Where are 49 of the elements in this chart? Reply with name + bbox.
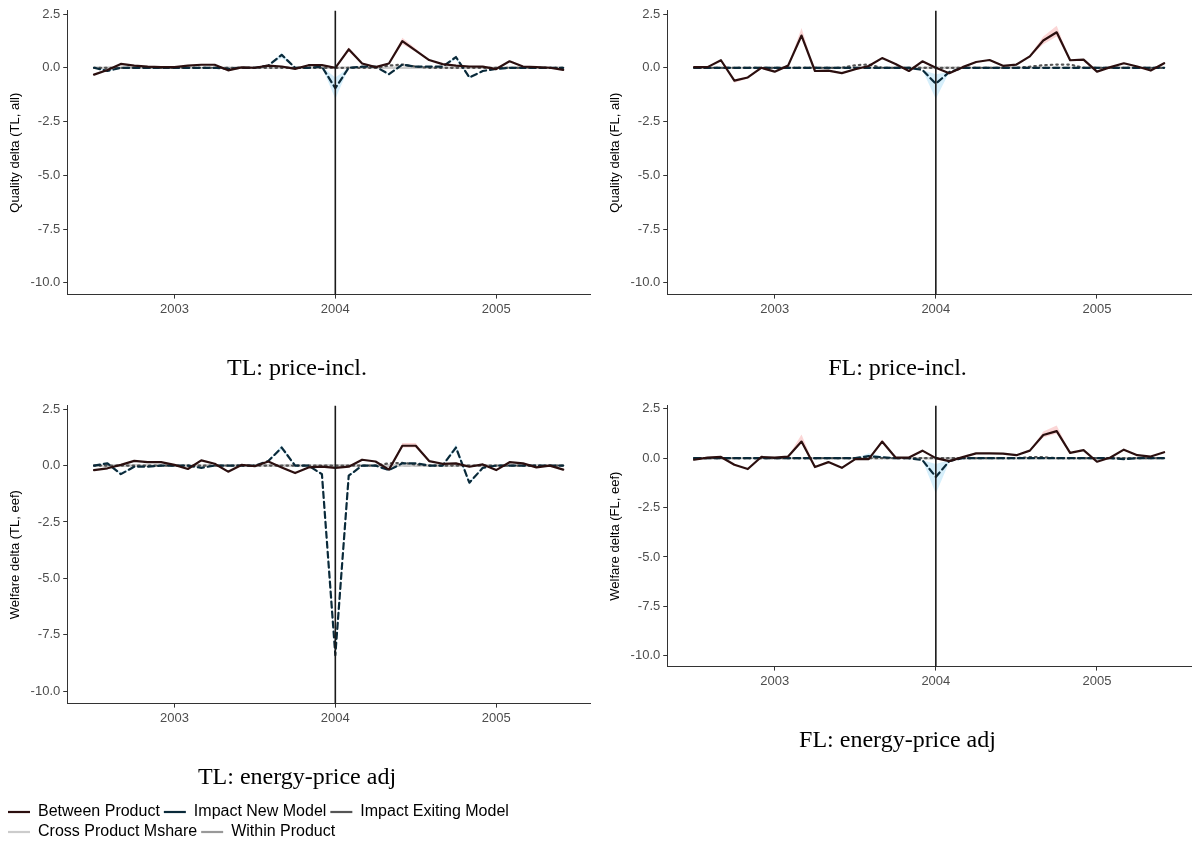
x-tick-label: 2003 — [760, 672, 790, 688]
y-tick-label: -5.0 — [37, 166, 61, 182]
y-tick-label: -7.5 — [637, 597, 661, 613]
text: TL: energy-price adj — [197, 762, 397, 789]
x-tick-label: 2004 — [921, 672, 951, 688]
y-tick-label: -2.5 — [637, 113, 661, 129]
x-tick-label: 2003 — [760, 300, 790, 316]
y-tick-label: 2.5 — [42, 400, 61, 416]
legend-label: Between Product — [38, 802, 161, 820]
y-tick-label: -7.5 — [37, 220, 61, 236]
y-tick-label: -10.0 — [30, 682, 61, 698]
y-tick-label: -2.5 — [37, 113, 61, 129]
y-tick-label: -2.5 — [37, 513, 61, 529]
y-axis-title: Welfare delta (TL, eef) — [7, 490, 23, 620]
y-tick-label: 2.5 — [42, 5, 61, 21]
x-tick-label: 2003 — [160, 709, 189, 725]
y-tick-label: -10.0 — [630, 274, 661, 290]
y-tick-label: 0.0 — [642, 59, 661, 75]
x-tick-label: 2004 — [320, 300, 350, 316]
x-tick-label: 2004 — [320, 709, 350, 725]
y-axis-title: Welfare delta (FL, eef) — [607, 471, 623, 601]
y-tick-label: -7.5 — [37, 626, 61, 642]
text: TL: price-incl. — [227, 353, 367, 380]
y-tick-label: -5.0 — [37, 569, 61, 585]
x-tick-label: 2003 — [160, 300, 189, 316]
y-tick-label: -2.5 — [637, 499, 661, 515]
y-tick-label: 0.0 — [42, 457, 61, 473]
y-tick-label: 0.0 — [42, 59, 61, 75]
y-tick-label: -5.0 — [637, 166, 661, 182]
y-tick-label: 2.5 — [642, 400, 661, 416]
x-tick-label: 2005 — [481, 300, 511, 316]
legend-label: Cross Product Mshare — [38, 822, 198, 840]
x-tick-label: 2005 — [481, 709, 511, 725]
y-tick-label: -7.5 — [637, 220, 661, 236]
y-tick-label: -10.0 — [630, 647, 661, 663]
text: FL: price-incl. — [828, 353, 967, 380]
text: FL: energy-price adj — [799, 725, 996, 752]
x-tick-label: 2005 — [1082, 672, 1112, 688]
legend-label: Impact Exiting Model — [360, 802, 509, 820]
x-tick-label: 2005 — [1082, 300, 1112, 316]
y-tick-label: -5.0 — [637, 548, 661, 564]
legend-label: Impact New Model — [193, 802, 327, 820]
y-tick-label: 2.5 — [642, 5, 661, 21]
legend-label: Within Product — [231, 822, 336, 840]
y-axis-title: Quality delta (TL, all) — [7, 92, 23, 213]
y-tick-label: 0.0 — [642, 449, 661, 465]
y-tick-label: -10.0 — [30, 274, 61, 290]
y-axis-title: Quality delta (FL, all) — [607, 92, 623, 213]
x-tick-label: 2004 — [921, 300, 951, 316]
